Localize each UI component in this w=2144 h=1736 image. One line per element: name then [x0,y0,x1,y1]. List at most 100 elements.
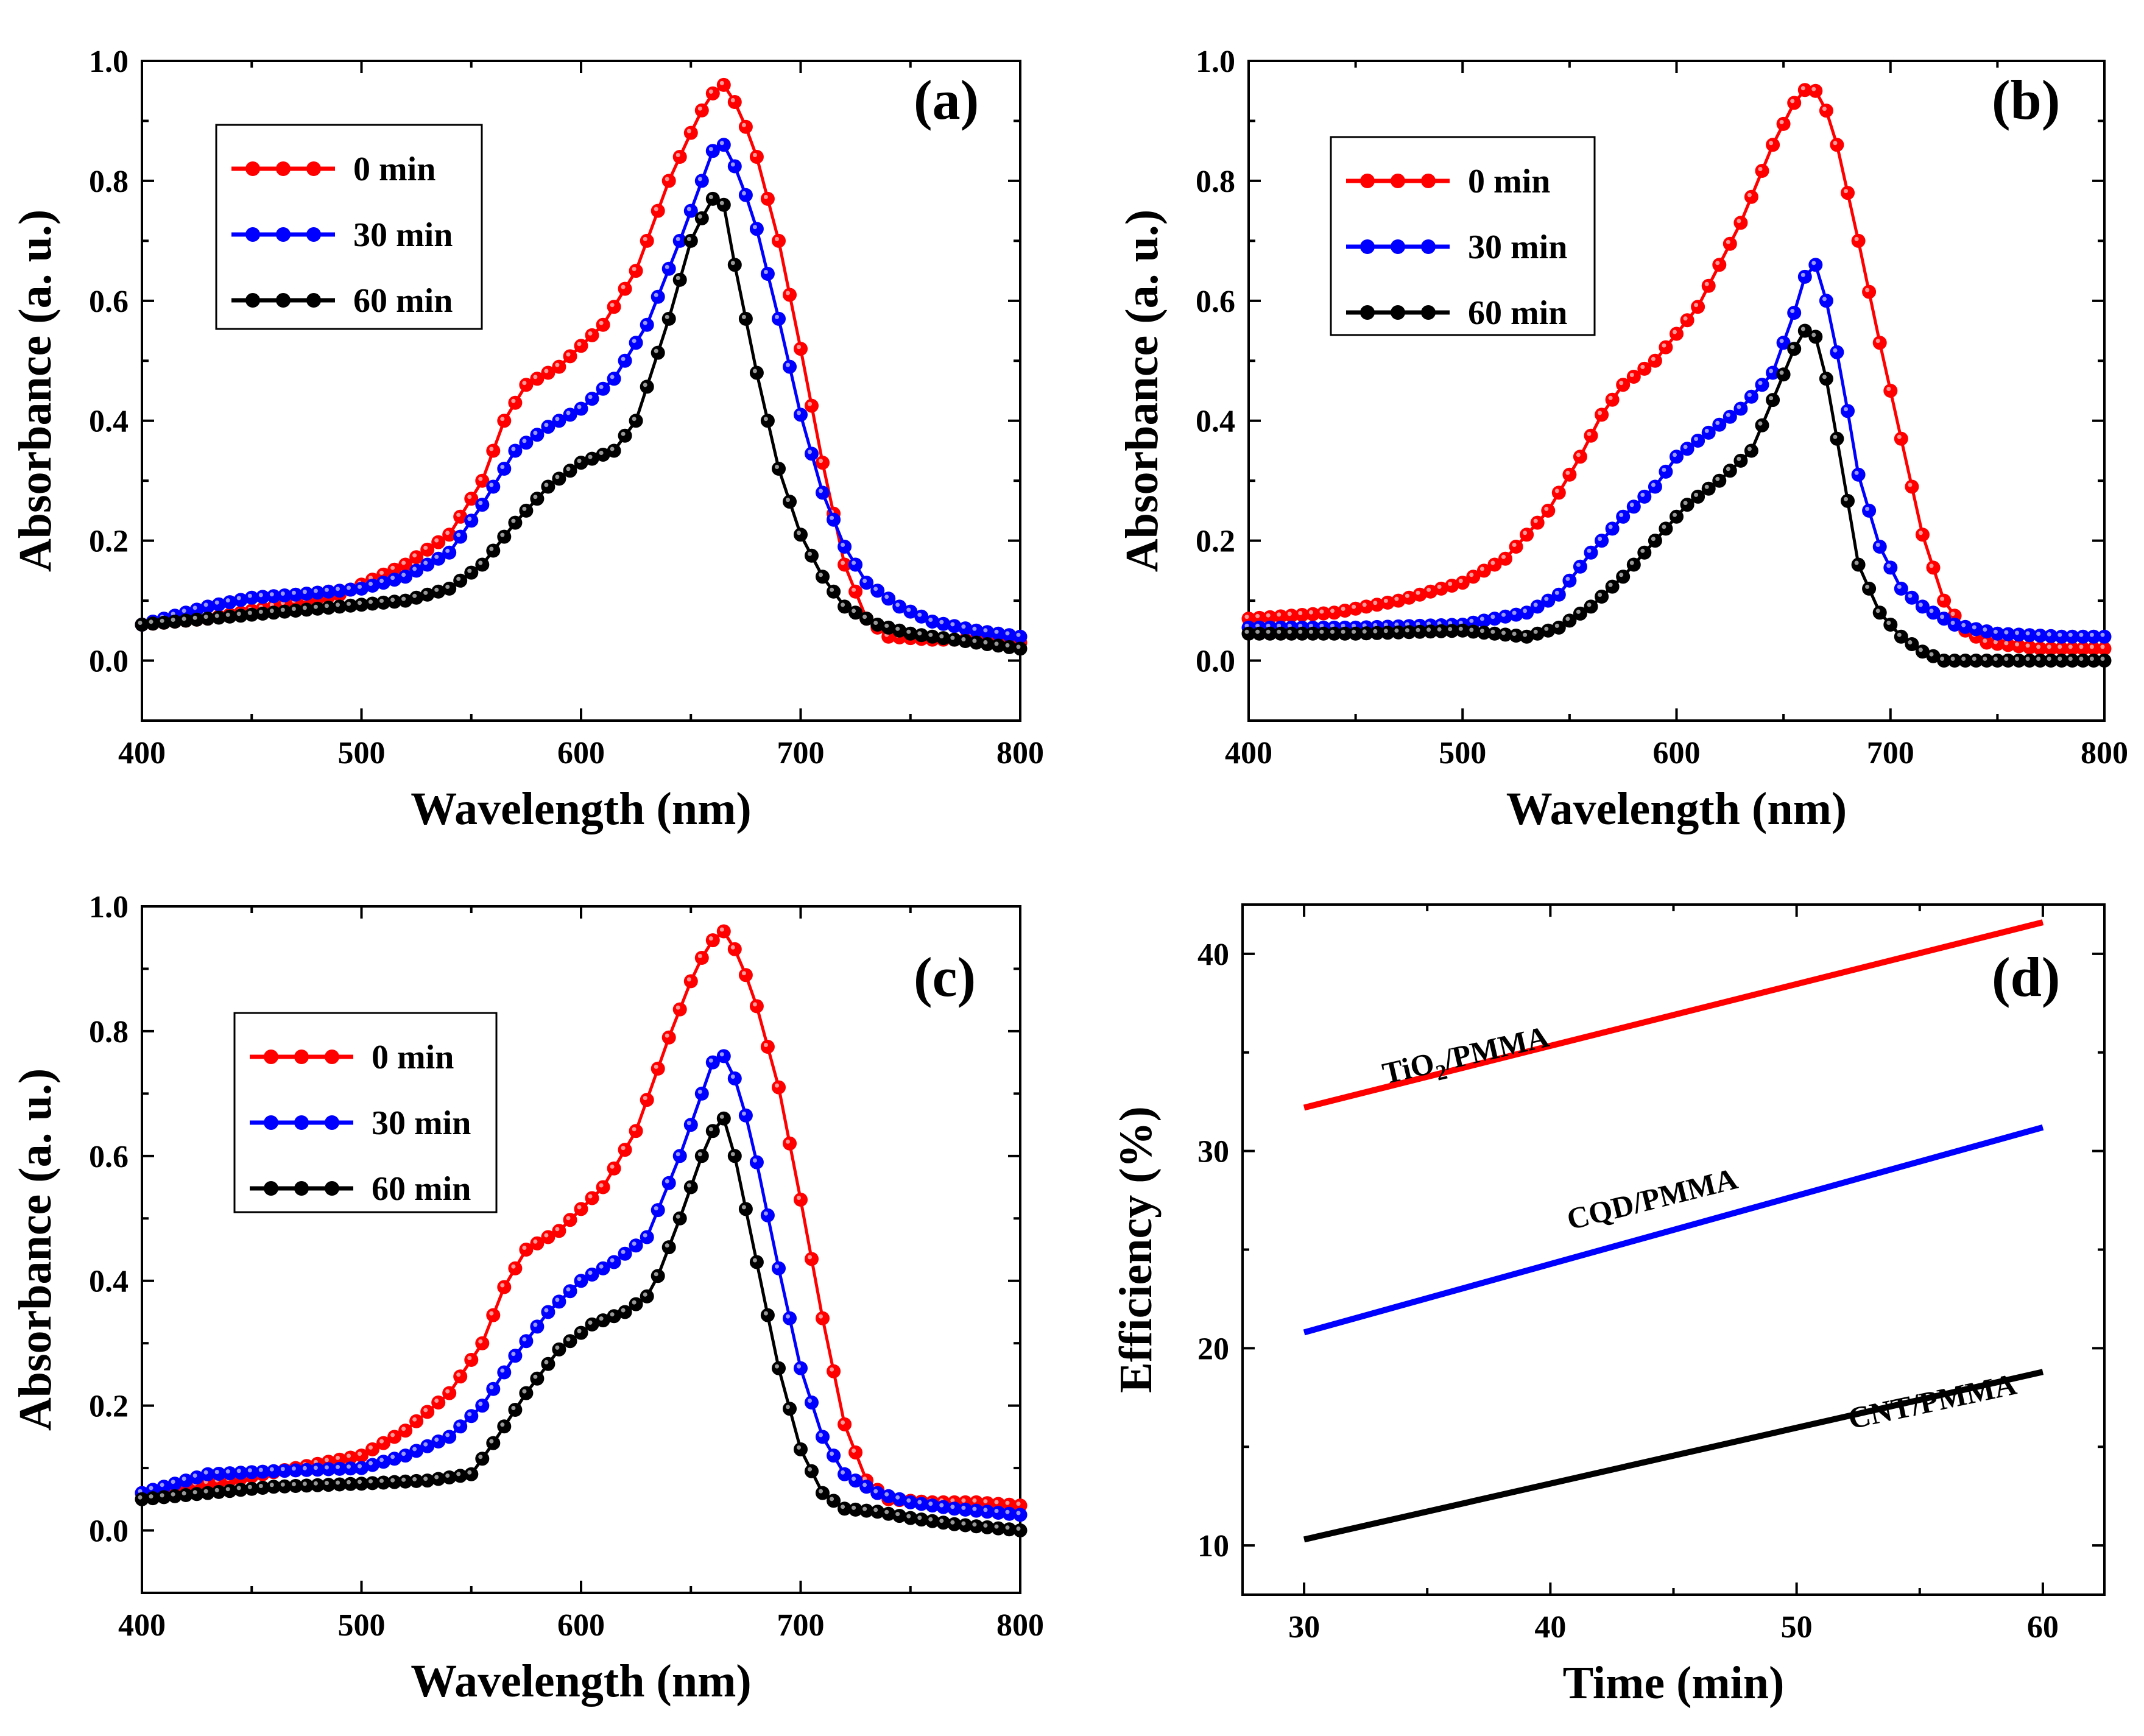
data-point-highlight [819,1314,823,1319]
data-point-highlight [434,1475,439,1480]
data-point-highlight [368,599,373,604]
data-point [508,1261,523,1276]
data-point-highlight [555,1227,560,1232]
data-point-highlight [632,1300,636,1305]
data-point-highlight [1469,627,1474,632]
data-point-highlight [852,1477,856,1481]
data-point-highlight [1833,141,1838,146]
data-point-highlight [939,1519,944,1523]
data-point-highlight [1940,596,1945,601]
x-tick-label: 700 [1867,736,1914,771]
data-point-highlight [1769,369,1774,373]
legend-box [233,1012,498,1213]
data-point-highlight [741,191,746,196]
data-point-highlight [983,628,988,633]
data-point-highlight [2089,644,2094,649]
data-point [1520,528,1534,542]
data-point-highlight [401,1452,406,1456]
data-point-highlight [1416,627,1420,632]
data-point-highlight [2068,644,2073,649]
series-60-min [135,191,1028,656]
data-point [2097,629,2112,644]
data-point-highlight [1512,543,1517,547]
data-point-highlight [884,1509,889,1514]
data-point-highlight [1940,615,1945,619]
data-point [497,1365,512,1380]
data-point-highlight [1244,615,1249,619]
data-point [1841,186,1855,200]
data-point-highlight [654,348,658,353]
data-point-highlight [2079,632,2084,637]
data-point-highlight [928,632,933,637]
data-point-highlight [830,1367,834,1372]
data-point-highlight [390,1478,395,1483]
data-point-highlight [1961,623,1966,627]
data-point-highlight [467,1470,472,1475]
data-point [519,503,534,518]
data-point [552,1294,566,1309]
data-point-highlight [906,1514,911,1519]
data-point [1755,418,1769,432]
legend-swatch-marker [1360,305,1375,320]
data-point-highlight [1576,609,1581,614]
data-point-highlight [500,465,505,469]
data-point [1915,599,1930,614]
data-point-highlight [1501,630,1506,635]
data-point-highlight [1993,629,1998,634]
panel-label: (d) [1992,946,2060,1008]
data-point [738,188,753,202]
data-point-highlight [203,615,208,619]
data-point [783,359,797,374]
data-point-highlight [1769,141,1774,146]
data-point-highlight [511,1352,516,1357]
data-point-highlight [368,1461,373,1466]
data-point-highlight [214,613,219,618]
data-point-highlight [2100,644,2105,649]
data-point-highlight [730,945,735,950]
data-point-highlight [730,1152,735,1157]
data-point-highlight [358,584,362,589]
data-point-highlight [1651,482,1656,487]
data-point-highlight [500,1283,505,1288]
legend-swatch-marker [264,1115,278,1130]
data-point-highlight [456,1472,461,1477]
data-point-highlight [280,1482,285,1487]
data-point-highlight [336,1464,340,1469]
data-point [672,150,687,164]
data-point-highlight [621,1146,626,1151]
legend: 0 min 30 min 60 min [233,1012,498,1213]
data-point-highlight [643,320,647,325]
data-point [672,1149,687,1163]
data-point-highlight [775,236,779,241]
data-point-highlight [434,1438,439,1442]
data-point-highlight [171,1480,175,1484]
data-point [1530,599,1545,614]
data-point-highlight [697,954,702,958]
data-point [475,498,490,512]
data-point-highlight [1865,288,1870,292]
data-point-highlight [1629,560,1634,565]
data-point-highlight [1683,316,1688,321]
data-point-highlight [390,1455,395,1459]
data-point [661,174,676,188]
data-point [431,551,446,566]
data-point [475,1452,490,1466]
data-point [497,1419,512,1434]
data-point [1872,540,1887,554]
data-point [1819,294,1833,308]
data-point [661,261,676,276]
data-point-highlight [1405,593,1409,598]
data-point [519,1386,534,1400]
x-tick-label: 500 [338,1608,386,1643]
y-tick-label: 0.0 [89,644,129,679]
legend-swatch-marker [325,1050,339,1064]
legend-swatch-marker [294,1181,309,1196]
data-point-highlight [500,532,505,537]
data-point [618,1143,632,1157]
data-point [859,1480,874,1494]
data-point-highlight [358,601,362,605]
data-point [694,1086,709,1101]
data-point-highlight [1993,640,1998,644]
data-point-highlight [862,1477,867,1481]
data-point [805,1396,819,1410]
